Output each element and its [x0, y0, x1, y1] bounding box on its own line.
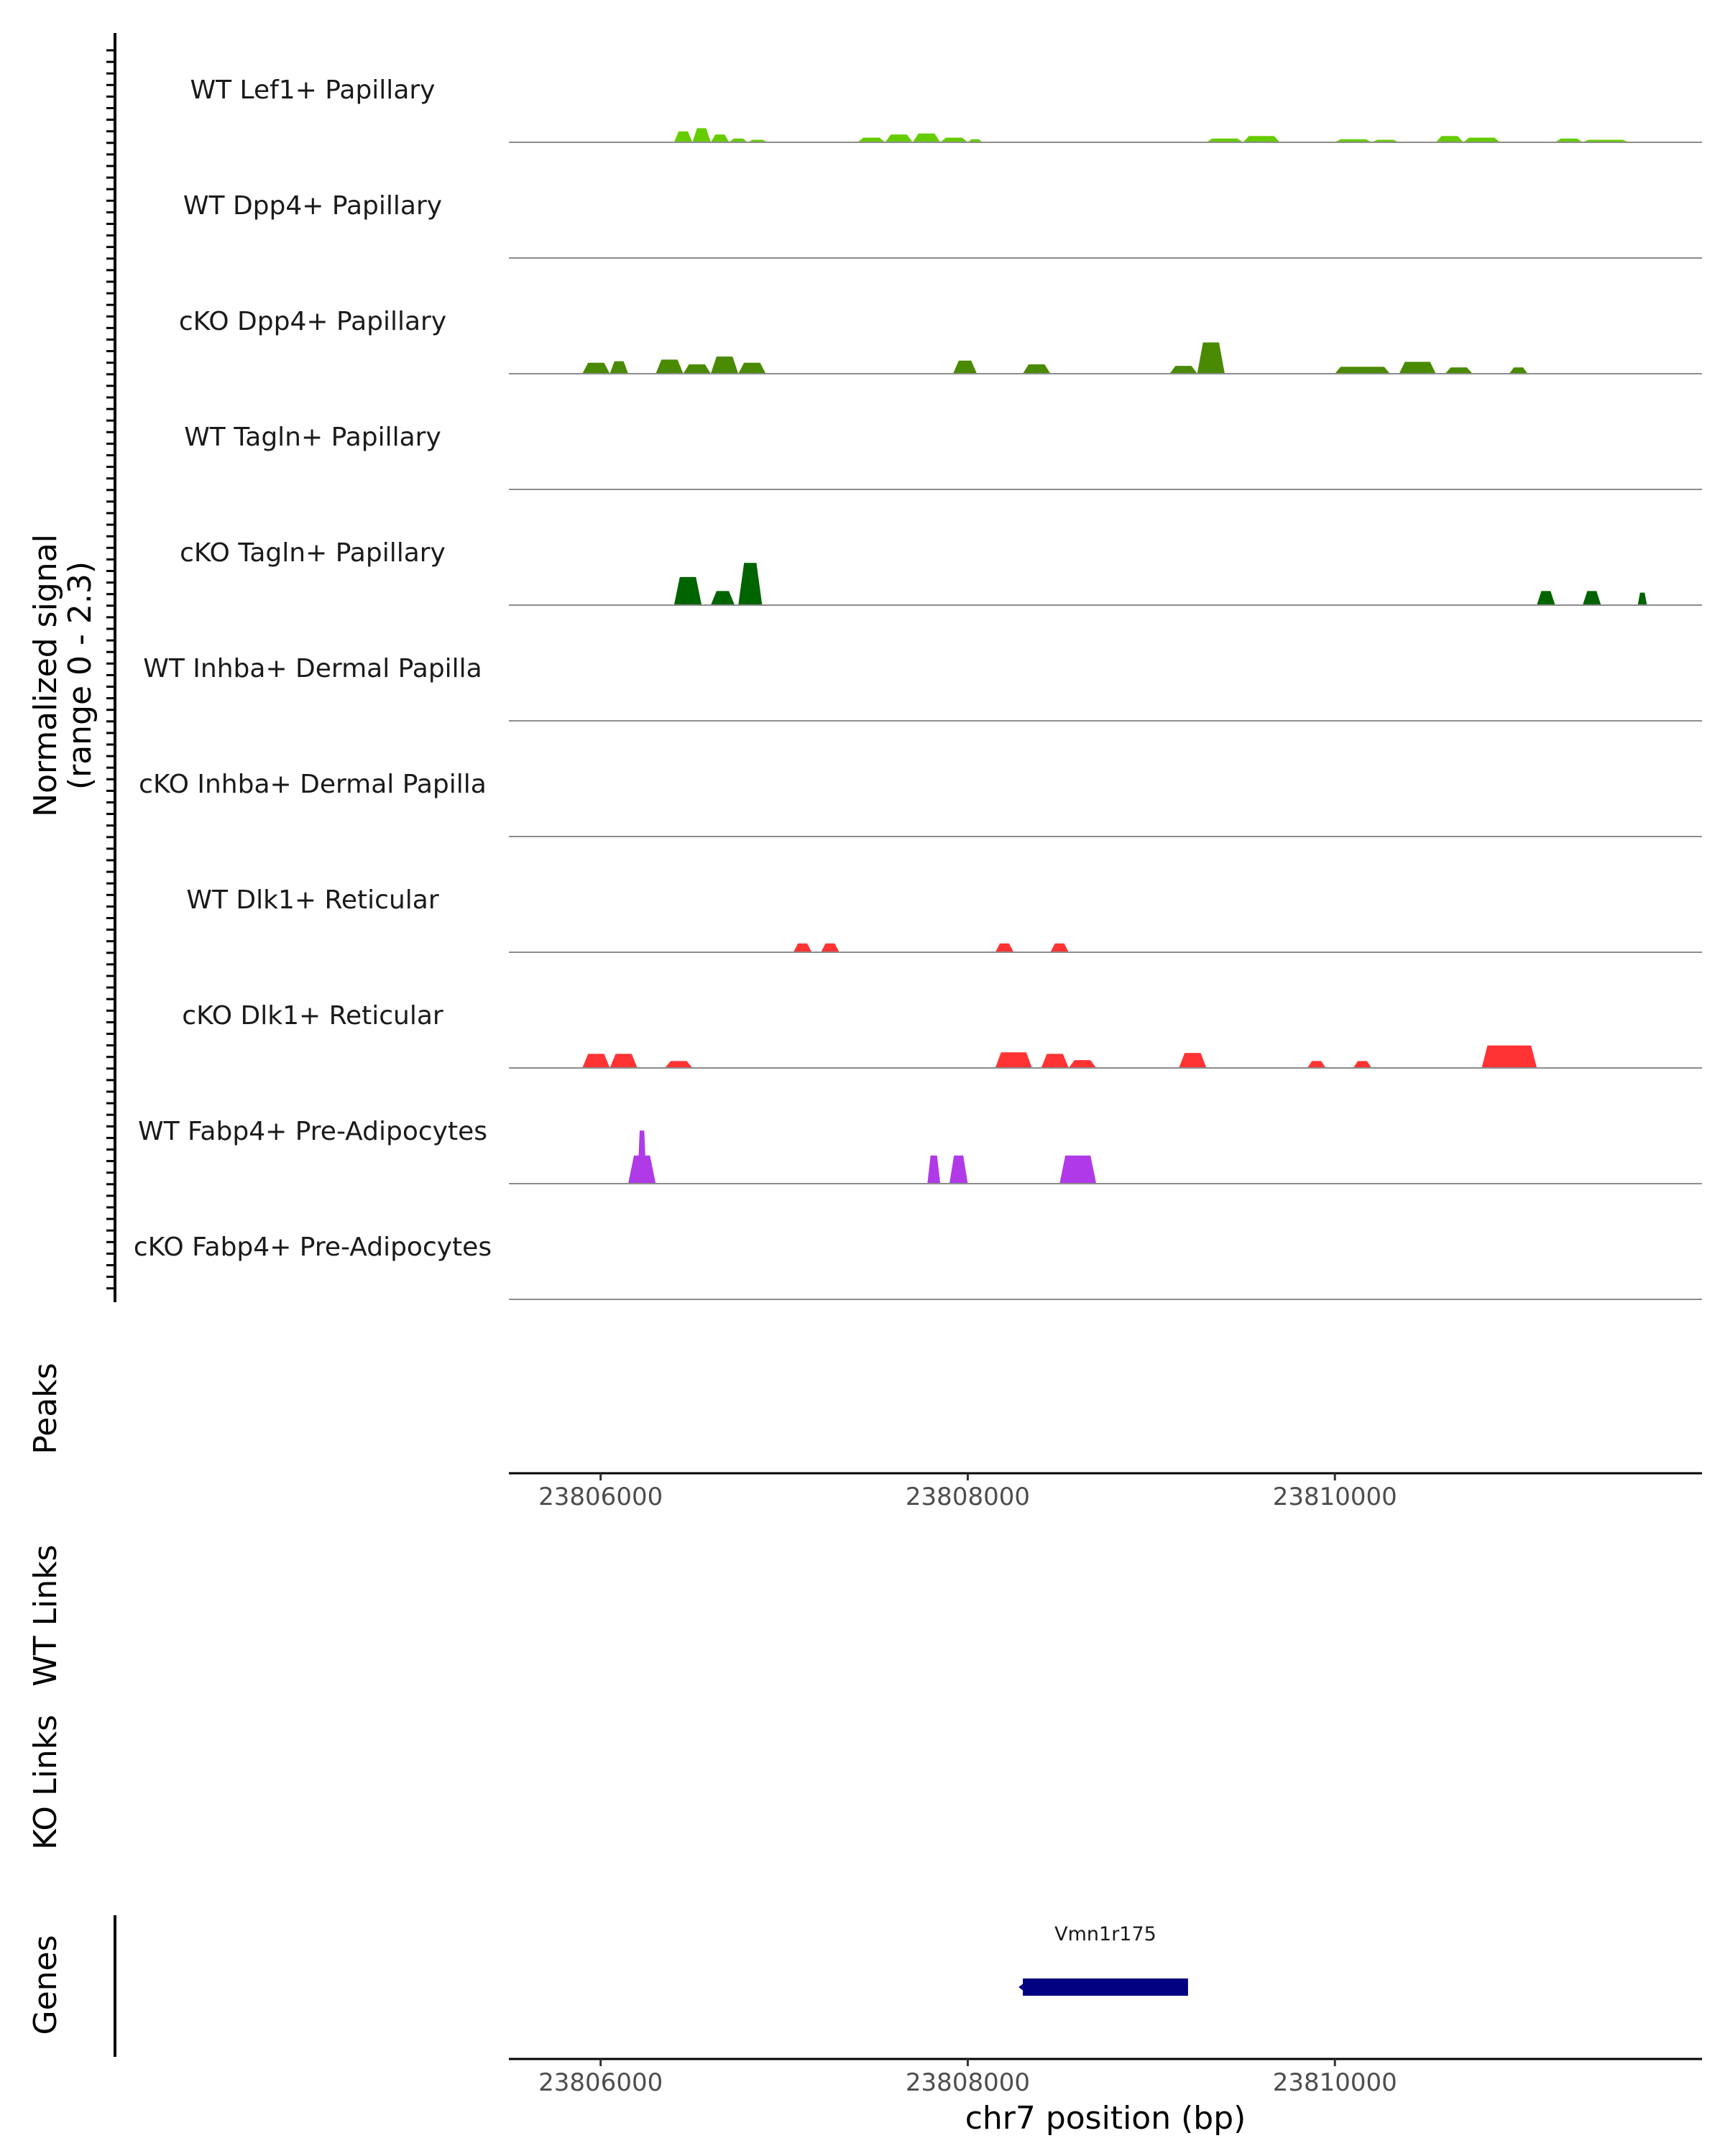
signal-axis-title: Normalized signal: [27, 534, 64, 817]
coverage-peak: [656, 359, 684, 374]
coverage-peak: [1050, 943, 1069, 952]
coverage-peak: [1637, 592, 1647, 605]
x-tick-label: 23806000: [538, 1483, 663, 1511]
coverage-peak: [1307, 1061, 1326, 1068]
track-label: cKO Inhba+ Dermal Papilla: [139, 770, 487, 799]
coverage-peak: [821, 943, 840, 952]
coverage-peak: [940, 137, 968, 142]
coverage-peak: [710, 356, 739, 374]
track-10: WT Fabp4+ Pre-Adipocytes: [138, 1117, 1702, 1184]
coverage-peak: [1335, 139, 1372, 142]
coverage-peak: [738, 563, 763, 605]
coverage-peak: [1445, 367, 1473, 374]
coverage-peak: [949, 1155, 968, 1184]
track-9: cKO Dlk1+ Reticular: [182, 1001, 1702, 1069]
coverage-peak: [683, 364, 711, 374]
coverage-peak: [729, 138, 748, 142]
peaks-section-label: Peaks: [27, 1363, 64, 1454]
coverage-peak: [953, 360, 978, 374]
coverage-peak: [1509, 367, 1528, 374]
coverage-peak: [1197, 342, 1225, 374]
track-label: cKO Dpp4+ Papillary: [179, 307, 446, 336]
signal-axis-subtitle: (range 0 - 2.3): [62, 561, 98, 790]
coverage-peak: [912, 133, 941, 142]
coverage-peak: [610, 1054, 638, 1068]
track-8: WT Dlk1+ Reticular: [186, 885, 1702, 953]
gene-label: Vmn1r175: [1054, 1923, 1156, 1945]
coverage-peak: [885, 134, 913, 142]
coverage-peak: [995, 1052, 1032, 1068]
track-11: cKO Fabp4+ Pre-Adipocytes: [134, 1233, 1702, 1300]
coverage-peak: [1399, 361, 1436, 374]
coverage-tracks: WT Lef1+ Papillary WT Dpp4+ Papillary cKO …: [134, 75, 1702, 1300]
coverage-peak: [738, 362, 766, 374]
coverage-peak: [665, 1061, 693, 1068]
coverage-peak: [1583, 591, 1601, 605]
peaks-x-axis-ticks: 23806000 23808000 23810000: [538, 1473, 1397, 1511]
track-label: cKO Fabp4+ Pre-Adipocytes: [134, 1233, 492, 1262]
coverage-peak: [1555, 138, 1583, 142]
x-tick-label: 23810000: [1273, 2068, 1397, 2097]
coverage-peak: [1059, 1155, 1097, 1184]
track-label: WT Inhba+ Dermal Papilla: [143, 654, 482, 683]
signal-axis-ticks: [106, 49, 115, 1290]
coverage-peak: [1353, 1061, 1372, 1068]
track-label: WT Lef1+ Papillary: [190, 75, 436, 105]
coverage-peak: [995, 943, 1014, 952]
coverage-peak: [1435, 136, 1463, 142]
coverage-peak: [692, 128, 711, 142]
coverage-peak: [1169, 366, 1197, 374]
track-label: WT Dlk1+ Reticular: [186, 885, 438, 915]
track-1: WT Lef1+ Papillary: [190, 75, 1702, 143]
ko-links-section-label: KO Links: [27, 1715, 64, 1850]
track-label: cKO Tagln+ Papillary: [180, 538, 446, 568]
coverage-peak: [673, 131, 693, 142]
coverage-peak: [1179, 1053, 1207, 1068]
coverage-peak: [1481, 1045, 1537, 1068]
coverage-peak: [1023, 364, 1051, 374]
coverage-peak: [857, 137, 886, 142]
track-7: cKO Inhba+ Dermal Papilla: [139, 770, 1702, 837]
coverage-peak: [793, 943, 812, 952]
coverage-peak: [1041, 1054, 1069, 1068]
coverage-peak: [1243, 136, 1280, 142]
gene-body: [1023, 1978, 1188, 1996]
x-axis-title: chr7 position (bp): [965, 2100, 1246, 2137]
track-label: WT Tagln+ Papillary: [184, 423, 441, 452]
x-tick-label: 23806000: [538, 2068, 663, 2097]
genes-x-axis-ticks: 23806000 23808000 23810000: [538, 2059, 1397, 2097]
x-tick-label: 23808000: [906, 1483, 1030, 1511]
coverage-peak: [1335, 367, 1390, 374]
coverage-peak: [927, 1155, 941, 1184]
coverage-peak: [582, 362, 610, 374]
coverage-peak: [1206, 138, 1243, 142]
coverage-peak: [610, 361, 628, 374]
coverage-peak: [967, 139, 983, 142]
gene-strand-arrow: [1018, 1981, 1028, 1994]
coverage-peak: [673, 576, 702, 605]
x-tick-label: 23810000: [1273, 1483, 1397, 1511]
track-6: WT Inhba+ Dermal Papilla: [143, 654, 1702, 722]
track-label: WT Fabp4+ Pre-Adipocytes: [138, 1117, 487, 1146]
track-2: WT Dpp4+ Papillary: [183, 191, 1702, 259]
track-5: cKO Tagln+ Papillary: [180, 538, 1702, 606]
coverage-peak: [710, 134, 730, 142]
x-tick-label: 23808000: [906, 2068, 1030, 2097]
wt-links-section-label: WT Links: [27, 1544, 64, 1686]
coverage-peak: [1537, 591, 1555, 605]
gene-annotations: Vmn1r175: [1018, 1923, 1188, 1996]
coverage-peak: [1463, 137, 1501, 142]
genes-section-label: Genes: [27, 1935, 64, 2035]
track-label: cKO Dlk1+ Reticular: [182, 1001, 443, 1031]
coverage-peak: [637, 1130, 647, 1184]
track-4: WT Tagln+ Papillary: [184, 423, 1702, 490]
coverage-peak: [710, 591, 735, 605]
coverage-peak: [582, 1054, 610, 1068]
track-3: cKO Dpp4+ Papillary: [179, 307, 1702, 374]
coverage-peak: [1068, 1060, 1097, 1068]
track-label: WT Dpp4+ Papillary: [183, 191, 442, 221]
